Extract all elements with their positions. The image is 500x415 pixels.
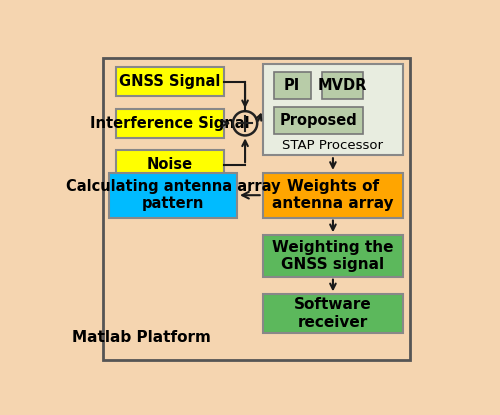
FancyBboxPatch shape: [262, 294, 403, 332]
Text: MVDR: MVDR: [318, 78, 367, 93]
FancyBboxPatch shape: [116, 151, 224, 179]
Text: Proposed: Proposed: [280, 113, 357, 128]
Text: Calculating antenna array
pattern: Calculating antenna array pattern: [66, 179, 280, 211]
FancyBboxPatch shape: [103, 58, 410, 360]
FancyBboxPatch shape: [322, 72, 364, 99]
FancyBboxPatch shape: [116, 109, 224, 138]
Text: Software
receiver: Software receiver: [294, 297, 372, 330]
Text: Noise: Noise: [147, 157, 193, 172]
Text: Matlab Platform: Matlab Platform: [72, 330, 210, 345]
FancyBboxPatch shape: [262, 173, 403, 217]
FancyBboxPatch shape: [262, 235, 403, 277]
FancyBboxPatch shape: [262, 64, 403, 155]
Text: Interference Signal: Interference Signal: [90, 116, 250, 131]
Text: PI: PI: [284, 78, 300, 93]
Text: Weighting the
GNSS signal: Weighting the GNSS signal: [272, 240, 394, 272]
Text: Weights of
antenna array: Weights of antenna array: [272, 179, 394, 211]
FancyBboxPatch shape: [274, 72, 310, 99]
Text: GNSS Signal: GNSS Signal: [120, 74, 220, 89]
FancyBboxPatch shape: [116, 67, 224, 96]
FancyBboxPatch shape: [274, 107, 364, 134]
Text: STAP Processor: STAP Processor: [282, 139, 384, 152]
FancyBboxPatch shape: [110, 173, 237, 217]
